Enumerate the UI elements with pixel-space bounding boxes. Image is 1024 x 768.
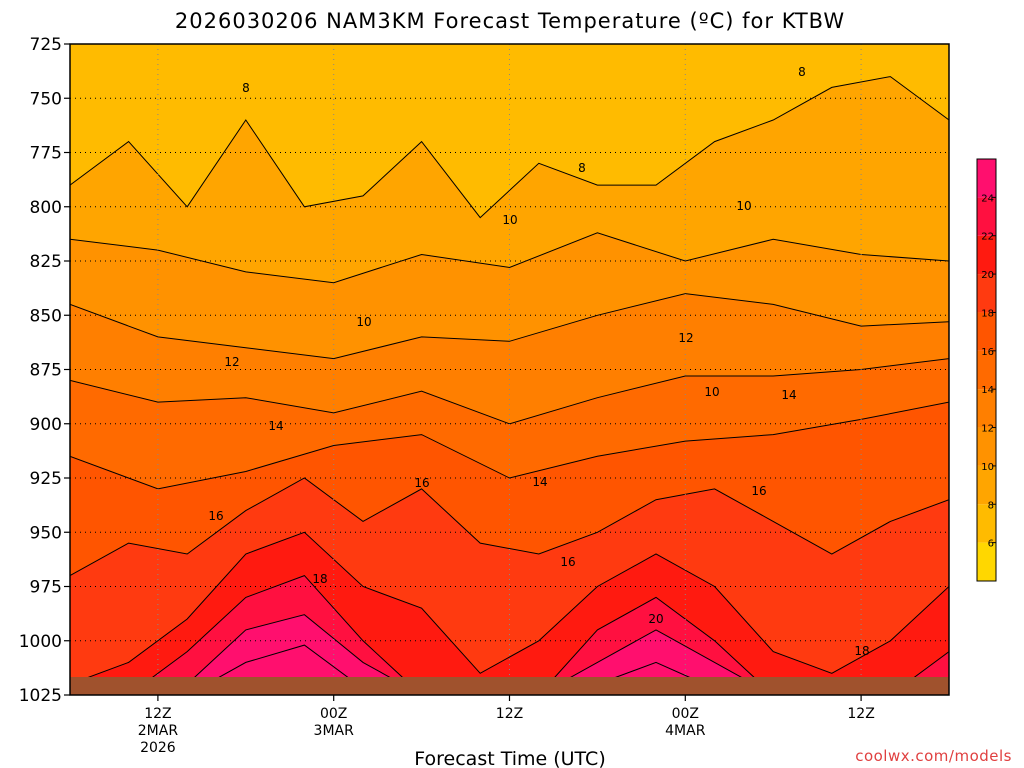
x-tick-label: 3MAR [314, 723, 355, 739]
y-tick-label: 850 [30, 306, 62, 326]
credit-link[interactable]: coolwx.com/models [855, 747, 1012, 765]
contour-label: 14 [268, 419, 283, 433]
y-tick-label: 925 [30, 469, 62, 489]
x-tick-label: 12Z [144, 706, 171, 722]
colorbar-tick-label: 8 [988, 500, 994, 511]
colorbar-tick-label: 22 [981, 232, 994, 243]
x-tick-label: 00Z [320, 706, 347, 722]
contour-label: 18 [854, 644, 869, 658]
contour-line [70, 293, 949, 360]
y-tick-label: 1000 [19, 632, 62, 652]
contour-label: 10 [356, 315, 371, 329]
plot-area [70, 44, 949, 695]
x-tick-label: 12Z [496, 706, 523, 722]
y-tick-label: 725 [30, 35, 62, 55]
y-tick-label: 975 [30, 578, 62, 598]
colorbar-swatch [977, 350, 996, 390]
y-tick-label: 750 [30, 89, 62, 109]
contour-line [70, 614, 949, 695]
colorbar-swatch [977, 274, 996, 313]
contour-label: 8 [798, 65, 806, 79]
y-tick-label: 875 [30, 361, 62, 381]
contour-label: 8 [242, 81, 250, 95]
temperature-bands [70, 44, 949, 695]
colorbar-swatch [977, 312, 996, 351]
colorbar-tick-label: 24 [981, 193, 994, 204]
colorbar-tick-label: 14 [981, 385, 994, 396]
colorbar-swatch [977, 465, 996, 505]
x-tick-label: 4MAR [665, 723, 706, 739]
contour-label: 16 [560, 555, 575, 569]
x-tick-label: 00Z [672, 706, 699, 722]
colorbar-swatch [977, 389, 996, 428]
colorbar-swatch [977, 197, 996, 236]
x-axis-label: Forecast Time (UTC) [414, 748, 605, 768]
contour-label: 12 [678, 331, 693, 345]
x-tick-label: 2026 [140, 740, 176, 756]
y-tick-label: 1025 [19, 686, 62, 706]
colorbar-swatch [977, 427, 996, 466]
contour-label: 18 [312, 572, 327, 586]
contour-line [70, 531, 949, 685]
colorbar-tick-label: 16 [981, 347, 994, 358]
contour-line [70, 232, 949, 284]
contour-line [70, 477, 949, 577]
contour-line [70, 575, 949, 695]
y-tick-label: 775 [30, 144, 62, 164]
contour-line [70, 401, 949, 490]
surface-strip [70, 677, 949, 695]
colorbar-frame [976, 158, 997, 582]
colorbar-tick-label: 20 [981, 270, 994, 281]
gridlines [70, 44, 949, 695]
y-tick-label: 900 [30, 415, 62, 435]
colorbar-swatch [977, 159, 996, 198]
colorbar-swatch [977, 504, 996, 543]
contour-label: 14 [781, 388, 796, 402]
contour-label: 12 [224, 355, 239, 369]
contour-label: 16 [208, 509, 223, 523]
contour-label: 8 [578, 161, 586, 175]
y-axis: 725 750 775 800 825 850 875 900 925 950 975 1000 102… [19, 35, 70, 706]
colorbar-swatch [977, 235, 996, 275]
contour-label: 20 [648, 612, 663, 626]
contour-label: 10 [736, 199, 751, 213]
colorbar-swatch [977, 542, 996, 581]
contour-label: 14 [532, 475, 547, 489]
contour-label: 10 [502, 213, 517, 227]
colorbar-tick-label: 18 [981, 308, 994, 319]
y-tick-label: 800 [30, 198, 62, 218]
x-tick-label: 12Z [847, 706, 874, 722]
chart-title: 2026030206 NAM3KM Forecast Temperature (… [175, 9, 845, 33]
y-tick-label: 825 [30, 252, 62, 272]
contour-labels: 8 8 8 10 10 10 10 12 12 14 14 14 16 16 16 16 18 18 20 [208, 65, 869, 658]
colorbar-tick-label: 12 [981, 424, 994, 435]
y-tick-label: 950 [30, 523, 62, 543]
colorbar-tick-label: 6 [988, 539, 994, 550]
contour-line [70, 76, 949, 219]
contour-label: 16 [414, 476, 429, 490]
colorbar-tick-label: 10 [981, 462, 994, 473]
x-tick-label: 2MAR [138, 723, 179, 739]
colorbar-legend: 6 8 10 12 14 16 18 20 22 24 [976, 158, 997, 582]
contour-label: 16 [751, 484, 766, 498]
contour-line [70, 358, 949, 425]
contour-label: 10 [704, 385, 719, 399]
